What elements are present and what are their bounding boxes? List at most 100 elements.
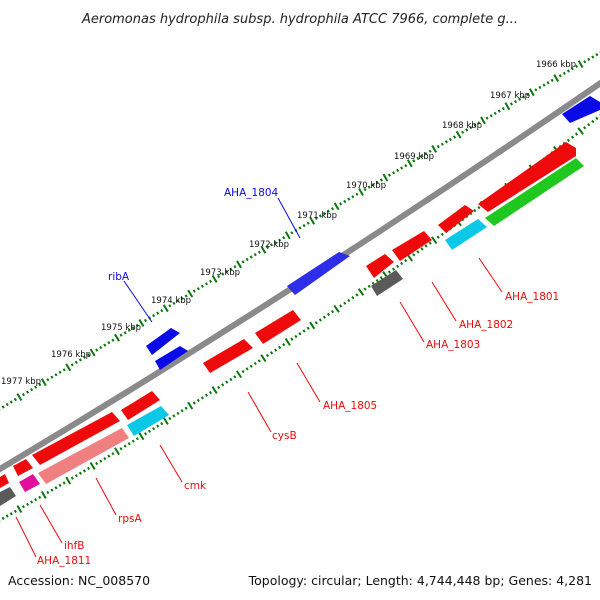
minor-tick xyxy=(570,135,575,139)
gene-label-aha-1805[interactable]: AHA_1805 xyxy=(323,400,377,412)
minor-tick xyxy=(566,69,570,73)
minor-tick xyxy=(396,264,400,269)
major-tick xyxy=(480,116,486,125)
minor-tick xyxy=(514,99,518,104)
minor-tick xyxy=(583,126,587,130)
minor-tick xyxy=(241,369,245,374)
gene-feature-aha-1811-b[interactable] xyxy=(0,487,16,506)
minor-tick xyxy=(570,67,574,71)
minor-tick xyxy=(257,359,261,363)
minor-tick xyxy=(245,367,249,371)
gene-feature-aha-1803-c[interactable] xyxy=(371,270,403,296)
gene-label-cysb[interactable]: cysB xyxy=(272,430,297,442)
gene-feature-riba-2[interactable] xyxy=(155,346,188,370)
minor-tick xyxy=(62,481,66,485)
minor-tick xyxy=(160,309,164,313)
gene-label-riba[interactable]: ribA xyxy=(108,271,130,283)
gene-label-aha-1803[interactable]: AHA_1803 xyxy=(426,339,480,351)
minor-tick xyxy=(180,409,184,413)
gene-label-cmk[interactable]: cmk xyxy=(184,480,207,492)
tick-label: 1971 kbp xyxy=(297,211,337,221)
minor-tick xyxy=(314,216,318,220)
major-tick xyxy=(284,231,291,240)
gene-label-ihfb[interactable]: ihfB xyxy=(64,540,84,552)
major-tick xyxy=(40,490,47,499)
minor-tick xyxy=(298,226,302,230)
gene-feature-aha-1811-a[interactable] xyxy=(0,474,9,488)
minor-tick xyxy=(595,116,599,121)
minor-tick xyxy=(363,287,367,291)
minor-tick xyxy=(367,284,371,288)
minor-tick xyxy=(404,258,408,263)
gene-label-aha-1802[interactable]: AHA_1802 xyxy=(459,319,513,331)
minor-tick xyxy=(501,107,505,111)
major-tick xyxy=(89,348,96,357)
gene-feature-aha-1803-b[interactable] xyxy=(366,254,394,278)
minor-tick xyxy=(54,486,58,490)
gene-feature-edge[interactable] xyxy=(562,96,600,123)
minor-tick xyxy=(343,301,347,305)
major-tick xyxy=(187,289,194,298)
minor-tick xyxy=(469,125,473,130)
accession-text: Accession: NC_008570 xyxy=(8,573,150,588)
minor-tick xyxy=(58,370,62,374)
minor-tick xyxy=(30,500,34,504)
minor-tick xyxy=(290,231,294,235)
minor-tick xyxy=(5,402,9,407)
minor-tick xyxy=(428,241,432,245)
minor-tick xyxy=(103,343,107,347)
major-tick xyxy=(211,386,218,394)
gene-label-rpsa[interactable]: rpsA xyxy=(118,513,142,525)
minor-tick xyxy=(302,223,306,228)
minor-tick xyxy=(249,255,253,259)
gene-feature-cmk-a[interactable] xyxy=(121,391,160,420)
gene-feature-aha-1802-b[interactable] xyxy=(445,219,487,250)
minor-tick xyxy=(229,267,233,271)
gene-feature-aha-1801[interactable] xyxy=(478,142,576,212)
major-tick xyxy=(114,447,120,456)
minor-tick xyxy=(1,405,5,409)
major-tick xyxy=(40,378,47,387)
minor-tick xyxy=(95,348,99,352)
minor-tick xyxy=(387,173,391,177)
gene-feature-aha-1805-a[interactable] xyxy=(255,310,301,344)
minor-tick xyxy=(392,171,396,175)
minor-tick xyxy=(306,221,310,225)
minor-tick xyxy=(282,236,286,240)
minor-tick xyxy=(99,459,103,463)
minor-tick xyxy=(127,328,131,332)
major-tick xyxy=(16,505,23,514)
minor-tick xyxy=(326,312,331,317)
minor-tick xyxy=(595,53,599,57)
minor-tick xyxy=(38,382,42,387)
gene-feature-cmk-b[interactable] xyxy=(127,406,169,436)
minor-tick xyxy=(103,456,107,461)
minor-tick xyxy=(526,92,530,97)
gene-feature-aha-1803-a[interactable] xyxy=(392,231,432,261)
minor-tick xyxy=(13,509,17,514)
minor-tick xyxy=(375,279,379,283)
gene-feature-riba-1[interactable] xyxy=(146,328,180,355)
major-tick xyxy=(162,304,169,313)
gene-label-aha-1804[interactable]: AHA_1804 xyxy=(224,187,279,199)
gene-label-aha-1801[interactable]: AHA_1801 xyxy=(505,291,559,303)
gene-feature-rpsa-a[interactable] xyxy=(32,412,120,465)
minor-tick xyxy=(217,274,221,279)
minor-tick xyxy=(583,60,587,64)
gene-feature-ihfb-b[interactable] xyxy=(19,474,40,492)
gene-feature-rpsa-b[interactable] xyxy=(38,428,129,484)
major-tick xyxy=(431,236,438,244)
minor-tick xyxy=(172,301,176,305)
gene-label-aha-1811[interactable]: AHA_1811 xyxy=(37,555,91,567)
minor-tick xyxy=(192,401,196,405)
gene-feature-aha-1804[interactable] xyxy=(287,252,350,295)
gene-feature-rrna[interactable] xyxy=(485,158,584,226)
minor-tick xyxy=(355,192,359,196)
minor-tick xyxy=(241,260,245,264)
minor-tick xyxy=(404,163,408,168)
gene-feature-ihfb-a[interactable] xyxy=(13,459,33,476)
gene-feature-aha-1805-b[interactable] xyxy=(203,339,253,373)
gene-feature-aha-1802-a[interactable] xyxy=(438,205,474,233)
major-tick xyxy=(16,393,23,402)
